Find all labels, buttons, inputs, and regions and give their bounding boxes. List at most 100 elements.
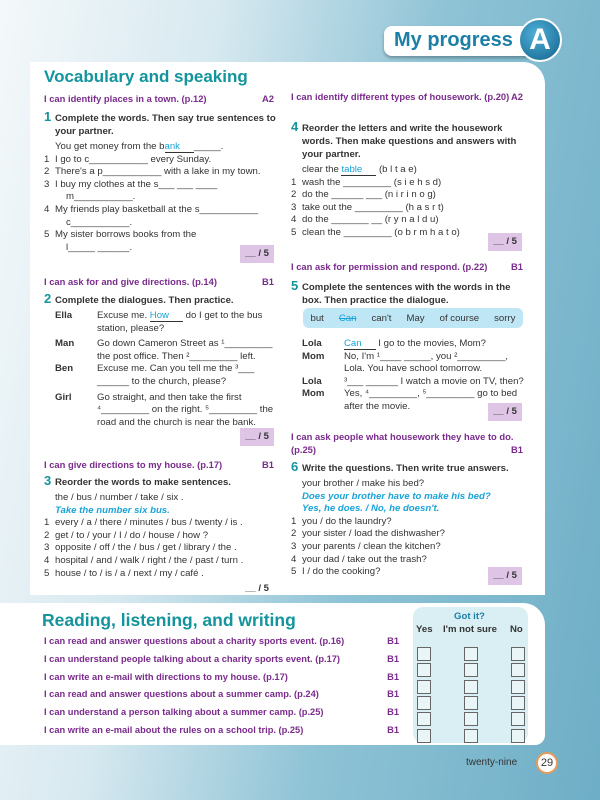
section-heading-vocab: Vocabulary and speaking (44, 67, 248, 86)
exercise-line: 2 your sister / load the dishwasher? (291, 528, 526, 541)
exercise-line: m___________. (44, 191, 279, 204)
can-do-text: I can ask for and give directions. (p.14… (44, 276, 217, 287)
text: Excuse me. (97, 310, 150, 321)
checkbox-no[interactable] (511, 647, 525, 661)
exercise-3: 3 Reorder the words to make sentences. the… (44, 474, 279, 580)
exercise-line: 4 your dad / take out the trash? (291, 554, 526, 567)
item-number: 4 (44, 554, 50, 566)
dialogue-text: No, I'm ¹____ _____, you ²_________, Lol… (344, 351, 526, 376)
instruction-text: Reorder the words to make sentences. (55, 477, 231, 488)
item-number: 5 (44, 229, 50, 241)
checkbox-not-sure[interactable] (464, 647, 478, 661)
text: Yes, ⁴_________, ⁵_________ go to bed af… (344, 388, 518, 412)
col-no: No (510, 624, 523, 635)
exercise-line: c___________. (44, 217, 279, 230)
checkbox-yes[interactable] (417, 679, 431, 694)
text: you / do the laundry? (302, 515, 392, 527)
item-number: 5 (291, 226, 297, 238)
item-number: 4 (44, 203, 50, 215)
can-do-statement: I can identify different types of housew… (291, 90, 523, 103)
text: house / to / is / a / next / my / café . (55, 567, 204, 579)
level-label: B1 (387, 725, 399, 735)
text: Go down Cameron Street as ¹_________ the… (97, 338, 273, 362)
checkbox-no[interactable] (511, 728, 525, 743)
exercise-2: 2 Complete the dialogues. Then practice. E… (44, 291, 279, 430)
text: I / do the cooking? (302, 566, 381, 578)
text: do the _______ __ (r y n a l d u) (302, 214, 439, 226)
example-answer: Yes, he does. / No, he doesn't. (302, 503, 440, 515)
instruction: 2 Complete the dialogues. Then practice. (44, 291, 279, 307)
checkbox-no[interactable] (511, 695, 525, 710)
checkbox-no[interactable] (511, 663, 525, 678)
can-do-text: I can write an e-mail with directions to… (44, 671, 288, 682)
checkbox-yes[interactable] (417, 695, 431, 710)
item-number: 3 (291, 540, 297, 552)
checkbox-yes[interactable] (417, 712, 431, 727)
text: do I get to the bus station, please? (97, 310, 263, 334)
exercise-number: 2 (44, 291, 52, 306)
checkbox-not-sure[interactable] (464, 712, 478, 727)
text: (b l t a e) (376, 164, 417, 175)
checkbox-not-sure[interactable] (464, 728, 478, 743)
col-not-sure: I'm not sure (443, 624, 497, 635)
checkbox-no[interactable] (511, 679, 525, 694)
exercise-6: 6 Write the questions. Then write true an… (291, 459, 526, 579)
exercise-line: 5 clean the _________ (o b r m h a t o) (291, 227, 526, 240)
level-label: B1 (387, 671, 399, 682)
text: I go to c___________ every Sunday. (55, 153, 212, 165)
can-do-row: I can understand a person talking about … (44, 707, 399, 717)
instruction-text: Complete the sentences with the words in… (302, 282, 511, 306)
dialogue-line: Lola ³___ ______ I watch a movie on TV, t… (291, 376, 526, 389)
word-box-item: but (310, 312, 324, 324)
score-box: __ / 5 (488, 567, 522, 585)
example-answer: Can (344, 338, 376, 350)
exercise-line: 3 opposite / off / the / bus / get / libr… (44, 542, 279, 555)
can-do-row: I can understand people talking about a … (44, 654, 399, 664)
item-number: 5 (44, 567, 50, 579)
page-word: twenty-nine (466, 757, 518, 768)
item-number: 2 (44, 166, 50, 178)
item-number: 1 (44, 153, 50, 165)
text: your dad / take out the trash? (302, 553, 427, 565)
can-do-row: I can read and answer questions about a … (44, 636, 399, 646)
checkbox-not-sure[interactable] (464, 695, 478, 710)
exercise-line: 1 you / do the laundry? (291, 516, 526, 529)
exercise-number: 6 (291, 459, 299, 474)
dialogue-line: Mom Yes, ⁴_________, ⁵_________ go to bed… (291, 388, 526, 413)
score-box: __ / 5 (488, 233, 522, 251)
dialogue-line: Girl Go straight, and then take the first… (44, 392, 279, 430)
checkbox-not-sure[interactable] (464, 679, 478, 694)
speaker: Girl (55, 391, 72, 403)
text: opposite / off / the / bus / get / libra… (55, 542, 237, 554)
checkbox-yes[interactable] (417, 647, 431, 661)
got-it-label: Got it? (454, 611, 485, 622)
exercise-line: 4 hospital / and / walk / right / the / p… (44, 555, 279, 568)
level-label: A2 (262, 93, 274, 104)
example-answer: ank (164, 141, 194, 153)
exercise-line: 1 I go to c___________ every Sunday. (44, 154, 279, 167)
checkbox-no[interactable] (511, 712, 525, 727)
speaker: Ella (55, 310, 73, 321)
exercise-5: 5 Complete the sentences with the words i… (291, 279, 526, 414)
level-label: A2 (511, 91, 523, 102)
text: your parents / clean the kitchen? (302, 540, 441, 552)
exercise-line: 2 do the ______ ___ (n i r i n o g) (291, 189, 526, 202)
col-yes: Yes (416, 624, 433, 635)
item-number: 2 (44, 529, 50, 541)
item-number: 1 (44, 517, 50, 529)
text: I buy my clothes at the s___ ___ ____ (55, 178, 218, 190)
can-do-statement: I can ask for permission and respond. (p… (291, 260, 523, 273)
item-number: 4 (291, 214, 297, 226)
checkbox-yes[interactable] (417, 663, 431, 678)
dialogue-line: Lola Can I go to the movies, Mom? (291, 338, 526, 351)
exercise-line: 3 take out the _________ (h a s r t) (291, 202, 526, 215)
text: c___________. (66, 216, 133, 228)
instruction-text: Complete the words. Then say true senten… (55, 113, 276, 137)
checkbox-yes[interactable] (417, 728, 431, 743)
word-box-item: Can (338, 312, 357, 324)
unit-badge: A (518, 18, 562, 62)
exercise-1: 1 Complete the words. Then say true sente… (44, 110, 279, 254)
checkbox-not-sure[interactable] (464, 663, 478, 678)
word-box-item: sorry (494, 312, 516, 324)
item-number: 5 (291, 566, 297, 578)
